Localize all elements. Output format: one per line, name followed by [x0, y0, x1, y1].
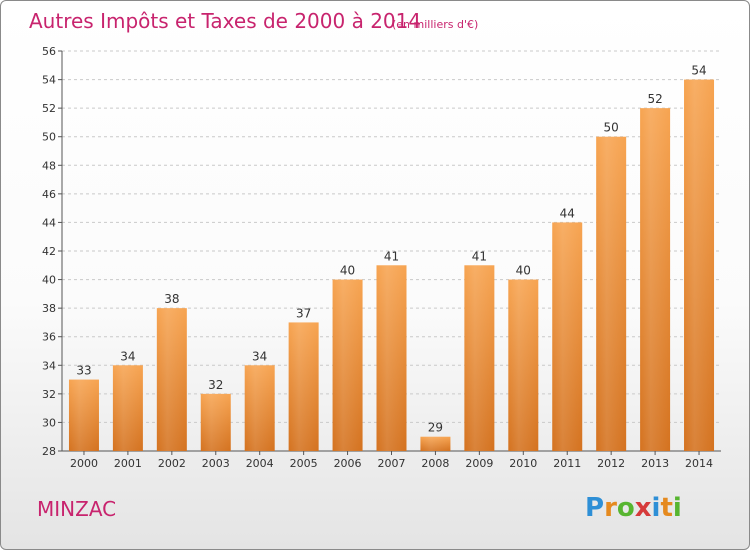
logo-letter: o [617, 493, 635, 523]
y-tick-label: 44 [42, 216, 56, 229]
data-label: 34 [252, 349, 267, 363]
proxiti-logo: Proxiti [585, 493, 682, 523]
bar-highlight [332, 279, 363, 451]
x-tick-label: 2000 [70, 457, 98, 470]
y-tick-labels: 28 30 32 34 36 38 40 42 44 46 48 50 52 54 56 [42, 45, 62, 458]
x-tick-label: 2008 [421, 457, 449, 470]
chart-subtitle: (en milliers d'€) [392, 18, 478, 31]
bar-highlight [420, 436, 451, 451]
data-label: 40 [516, 264, 531, 278]
y-tick-label: 54 [42, 74, 56, 87]
chart-title: Autres Impôts et Taxes de 2000 à 2014 [29, 9, 421, 33]
y-tick-label: 40 [42, 274, 56, 287]
y-tick-label: 56 [42, 45, 56, 58]
x-tick-label: 2003 [202, 457, 230, 470]
data-label: 33 [76, 364, 91, 378]
y-tick-label: 30 [42, 416, 56, 429]
x-tick-labels: 2000 2001 2002 2003 2004 2005 2006 2007 2008 2009… [70, 451, 713, 470]
y-tick-label: 28 [42, 445, 56, 458]
data-labels: 33 34 38 32 34 37 40 41 29 41 40 44 50 52 54 [76, 64, 706, 435]
bar-highlight [112, 365, 143, 451]
bar-highlight [508, 279, 539, 451]
y-tick-label: 50 [42, 131, 56, 144]
y-tick-label: 46 [42, 188, 56, 201]
bar-highlight [552, 222, 583, 451]
x-tick-label: 2012 [597, 457, 625, 470]
logo-letter: P [585, 493, 604, 523]
x-tick-label: 2004 [246, 457, 274, 470]
y-tick-label: 36 [42, 331, 56, 344]
x-tick-label: 2001 [114, 457, 142, 470]
data-label: 32 [208, 378, 223, 392]
x-tick-label: 2011 [553, 457, 581, 470]
place-name: MINZAC [37, 497, 116, 521]
x-tick-label: 2002 [158, 457, 186, 470]
x-tick-label: 2007 [378, 457, 406, 470]
data-label: 40 [340, 264, 355, 278]
y-tick-label: 38 [42, 302, 56, 315]
x-tick-label: 2009 [465, 457, 493, 470]
data-label: 54 [691, 64, 706, 78]
data-label: 38 [164, 292, 179, 306]
y-tick-label: 42 [42, 245, 56, 258]
logo-letter: t [660, 493, 672, 523]
data-label: 34 [120, 349, 135, 363]
y-tick-label: 32 [42, 388, 56, 401]
bar-highlight [68, 379, 99, 451]
logo-letter: i [673, 493, 682, 523]
logo-letter: x [635, 493, 652, 523]
data-label: 50 [604, 121, 619, 135]
bar-highlight [200, 393, 231, 451]
bar-highlight [376, 265, 407, 451]
bar-highlight [596, 136, 627, 451]
y-tick-label: 52 [42, 102, 56, 115]
x-tick-label: 2005 [290, 457, 318, 470]
logo-letter: r [604, 493, 617, 523]
bar-highlight [288, 322, 319, 451]
data-label: 52 [647, 92, 662, 106]
data-label: 29 [428, 421, 443, 435]
data-label: 44 [560, 206, 575, 220]
x-tick-label: 2010 [509, 457, 537, 470]
logo-letter: i [652, 493, 661, 523]
bar-highlight [640, 108, 671, 452]
bar-highlight [156, 308, 187, 451]
x-tick-label: 2014 [685, 457, 713, 470]
bar-highlight [464, 265, 495, 451]
x-tick-label: 2006 [334, 457, 362, 470]
data-label: 41 [472, 249, 487, 263]
y-tick-label: 34 [42, 359, 56, 372]
bars [68, 79, 715, 452]
data-label: 41 [384, 249, 399, 263]
x-tick-label: 2013 [641, 457, 669, 470]
bar-highlight [244, 365, 275, 451]
data-label: 37 [296, 306, 311, 320]
y-tick-label: 48 [42, 159, 56, 172]
bar-highlight [684, 79, 715, 452]
